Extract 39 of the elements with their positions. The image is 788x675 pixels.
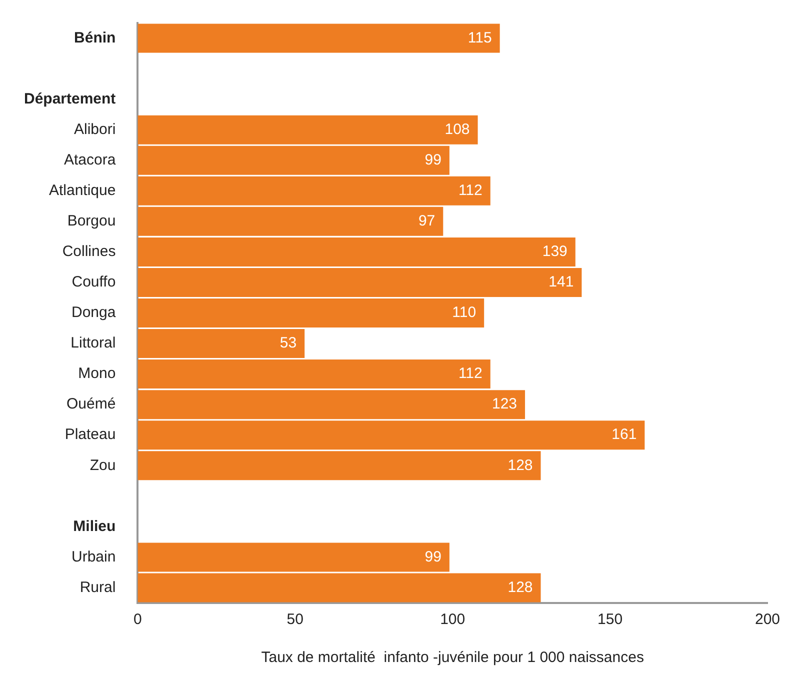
data-label: 128 bbox=[508, 578, 533, 596]
data-label: 99 bbox=[424, 548, 442, 566]
data-label: 141 bbox=[548, 274, 574, 291]
y-tick-label: Urbain bbox=[72, 548, 116, 566]
bar bbox=[138, 24, 500, 53]
y-tick-label: Collines bbox=[62, 243, 116, 260]
data-label: 123 bbox=[492, 396, 518, 413]
y-tick-label: Plateau bbox=[64, 426, 116, 444]
x-axis-title: Taux de mortalité infanto -juvénile pour 1 000 naissances bbox=[261, 649, 644, 666]
x-tick-label: 50 bbox=[286, 611, 304, 628]
y-tick-label: Borgou bbox=[67, 212, 116, 230]
y-tick-label: Atlantique bbox=[48, 182, 116, 200]
data-label: 108 bbox=[444, 120, 470, 138]
data-label: 112 bbox=[458, 182, 482, 200]
y-tick-label: Atacora bbox=[64, 152, 116, 169]
y-tick-label: Donga bbox=[71, 304, 116, 322]
y-tick-label: Département bbox=[24, 90, 116, 108]
data-label: 97 bbox=[418, 212, 436, 230]
y-tick-label: Littoral bbox=[70, 334, 116, 352]
y-tick-label: Mono bbox=[78, 365, 116, 382]
data-label: 139 bbox=[542, 243, 568, 260]
y-tick-label: Zou bbox=[90, 456, 116, 474]
x-tick-label: 100 bbox=[440, 611, 466, 628]
data-label: 128 bbox=[508, 456, 533, 474]
data-label: 53 bbox=[280, 334, 297, 352]
x-tick-label: 0 bbox=[134, 611, 142, 628]
x-tick-label: 150 bbox=[598, 611, 623, 628]
y-tick-label: Alibori bbox=[74, 120, 116, 138]
data-label: 99 bbox=[424, 152, 442, 169]
x-tick-label: 200 bbox=[754, 611, 780, 628]
y-tick-label: Rural bbox=[80, 578, 116, 596]
y-tick-label: Ouémé bbox=[66, 396, 116, 413]
y-tick-label: Couffo bbox=[72, 274, 116, 291]
data-label: 115 bbox=[468, 29, 492, 46]
data-label: 161 bbox=[612, 426, 637, 444]
data-label: 112 bbox=[458, 365, 482, 382]
y-tick-label: Bénin bbox=[74, 29, 116, 46]
y-tick-label: Milieu bbox=[73, 518, 116, 535]
data-label: 110 bbox=[452, 304, 476, 322]
